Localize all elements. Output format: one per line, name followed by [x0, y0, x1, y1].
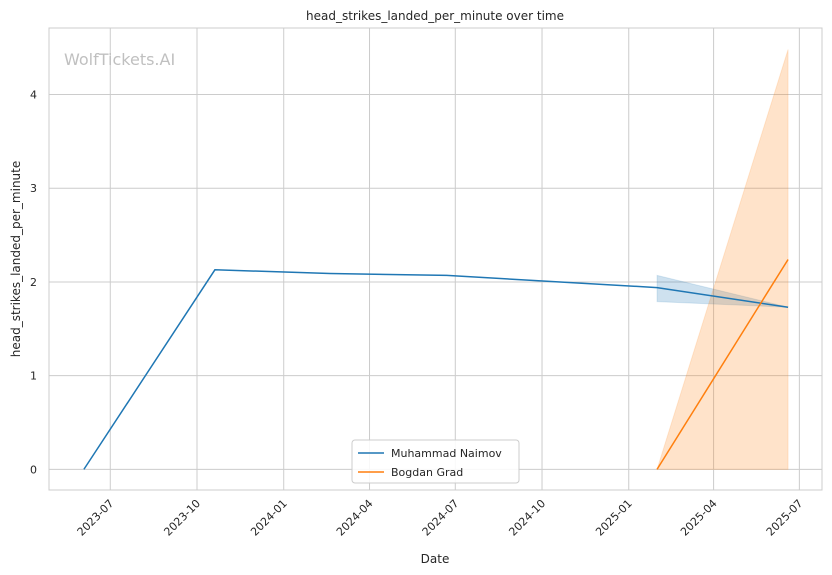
x-tick-label: 2024-10: [506, 497, 548, 539]
legend-box: [351, 439, 520, 484]
x-tick-label: 2023-10: [161, 497, 203, 539]
y-tick-label: 3: [30, 182, 37, 195]
x-tick-label: 2024-07: [420, 497, 462, 539]
x-tick-label: 2025-07: [764, 497, 806, 539]
y-tick-label: 2: [30, 276, 37, 289]
grid: [49, 28, 822, 490]
x-tick-label: 2025-04: [678, 497, 720, 539]
x-tick-label: 2024-04: [334, 497, 376, 539]
legend: Muhammad Naimov Bogdan Grad: [351, 439, 520, 484]
y-tick-label: 0: [30, 463, 37, 476]
series-line-0: [83, 269, 789, 470]
x-tick-labels: 2023-07 2023-10 2024-01 2024-04 2024-07 2024-…: [75, 497, 806, 539]
y-axis-label: head_strikes_landed_per_minute: [9, 161, 23, 358]
x-tick-label: 2024-01: [248, 497, 290, 539]
y-tick-labels: 0 1 2 3 4: [30, 89, 37, 477]
chart-title: head_strikes_landed_per_minute over time: [306, 9, 564, 23]
x-axis-label: Date: [421, 552, 450, 566]
y-tick-label: 1: [30, 370, 37, 383]
confidence-bands: [656, 49, 789, 470]
legend-label: Muhammad Naimov: [391, 447, 502, 460]
x-tick-label: 2025-01: [593, 497, 635, 539]
series-line-1: [656, 259, 789, 470]
x-tick-label: 2023-07: [75, 497, 117, 539]
series-lines: [83, 259, 789, 470]
confidence-band-0: [656, 274, 789, 308]
confidence-band-1: [656, 49, 789, 470]
watermark: WolfTickets.AI: [64, 50, 175, 69]
legend-label: Bogdan Grad: [391, 466, 463, 479]
y-tick-label: 4: [30, 89, 37, 102]
plot-frame: [48, 27, 823, 491]
